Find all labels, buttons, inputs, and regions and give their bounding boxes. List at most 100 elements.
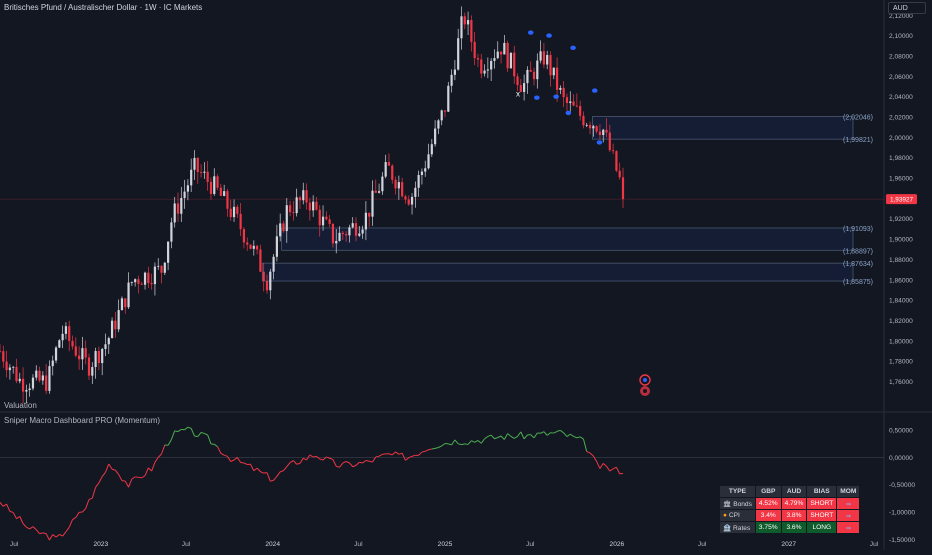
currency-selector[interactable]: AUD [888, 2, 926, 14]
candle-body [579, 106, 581, 116]
candle-body [470, 20, 472, 42]
candle-body [114, 321, 116, 330]
momentum-line-segment [201, 432, 204, 433]
dashboard-row-bonds: 🏛 Bonds 4.52% 4.79% SHORT ⇒ [720, 498, 860, 510]
candle-body [38, 371, 40, 381]
candle-body [243, 229, 245, 242]
momentum-line-segment [82, 509, 85, 513]
candle-body [35, 371, 37, 378]
candle-body [592, 126, 594, 128]
x-tick-label: 2026 [610, 541, 625, 548]
momentum-line-segment [293, 461, 296, 465]
price-tick-label: 2,04000 [889, 94, 913, 101]
momentum-line-segment [366, 460, 369, 461]
candle-body [183, 192, 185, 198]
zone-top-label: (2,02046) [843, 115, 873, 122]
candle-body [187, 185, 189, 191]
candle-body [460, 16, 462, 38]
momentum-line-segment [237, 457, 240, 462]
momentum-line-segment [564, 433, 567, 437]
candle-body [279, 223, 281, 236]
candle-body [520, 85, 522, 92]
momentum-line-segment [297, 463, 300, 464]
momentum-line-segment [392, 452, 395, 455]
momentum-line-segment [155, 458, 158, 463]
candle-body [467, 20, 469, 24]
candle-body [22, 379, 24, 392]
candle-body [480, 59, 482, 73]
candle-body [602, 130, 604, 135]
x-tick-label: 2024 [265, 541, 280, 548]
zone-box [262, 263, 853, 281]
momentum-line-segment [10, 511, 13, 512]
momentum-line-segment [171, 431, 174, 440]
candle-body [332, 224, 334, 244]
momentum-line-segment [287, 463, 290, 467]
momentum-line-segment [244, 463, 247, 465]
momentum-line-segment [46, 534, 49, 540]
candle-body [25, 390, 27, 392]
x-tick-label: Jul [182, 541, 191, 548]
candle-body [5, 362, 7, 371]
candle-body [127, 283, 129, 308]
momentum-line-segment [607, 466, 610, 471]
momentum-line-segment [148, 468, 151, 471]
momentum-line-segment [224, 455, 227, 456]
momentum-line-segment [277, 472, 280, 477]
momentum-line-segment [356, 462, 359, 465]
momentum-line-segment [570, 434, 573, 436]
momentum-line-segment [49, 535, 52, 541]
zone-top-label: (1,87634) [843, 261, 873, 268]
price-tick-label: 1,90000 [889, 237, 913, 244]
indicator-label[interactable]: Sniper Macro Dashboard PRO (Momentum) [4, 416, 160, 425]
momentum-line-segment [92, 487, 95, 498]
momentum-line-segment [448, 444, 451, 445]
candle-body [104, 344, 106, 349]
candle-body [546, 55, 548, 64]
event-dividend-icon-dot [643, 389, 647, 393]
candle-body [2, 351, 4, 361]
momentum-line-segment [402, 453, 405, 460]
momentum-line-segment [412, 455, 415, 456]
candle-body [131, 282, 133, 283]
candle-body [200, 172, 202, 173]
candle-body [0, 351, 1, 352]
candle-body [302, 190, 304, 200]
momentum-line-segment [63, 532, 66, 536]
zone-box [282, 228, 853, 250]
momentum-line-segment [471, 441, 474, 443]
price-tick-label: 2,02000 [889, 114, 913, 121]
momentum-line-segment [162, 445, 165, 454]
momentum-line-segment [102, 472, 105, 476]
momentum-line-segment [300, 458, 303, 463]
candle-body [543, 51, 545, 64]
momentum-line-segment [109, 464, 112, 469]
momentum-line-segment [73, 517, 76, 519]
price-tick-label: 1,82000 [889, 318, 913, 325]
candle-body [170, 222, 172, 241]
momentum-line-segment [214, 444, 217, 447]
valuation-label[interactable]: Valuation [4, 401, 37, 410]
candle-body [563, 88, 565, 97]
candle-body [9, 368, 11, 371]
momentum-line-segment [303, 458, 306, 460]
momentum-line-segment [600, 463, 603, 468]
momentum-line-segment [597, 461, 600, 468]
price-tick-label: 2,00000 [889, 135, 913, 142]
candle-body [296, 197, 298, 213]
momentum-line-segment [23, 524, 26, 528]
candle-body [516, 76, 518, 85]
momentum-line-segment [274, 476, 277, 480]
candle-body [549, 55, 551, 75]
momentum-line-segment [438, 446, 441, 448]
momentum-line-segment [475, 440, 478, 442]
candle-body [167, 242, 169, 263]
momentum-line-segment [587, 452, 590, 453]
event-flag-icon-dot [643, 378, 647, 382]
candle-body [536, 61, 538, 80]
dashboard-header-gbp: GBP [755, 486, 781, 498]
candle-body [12, 367, 14, 368]
candle-body [447, 86, 449, 112]
